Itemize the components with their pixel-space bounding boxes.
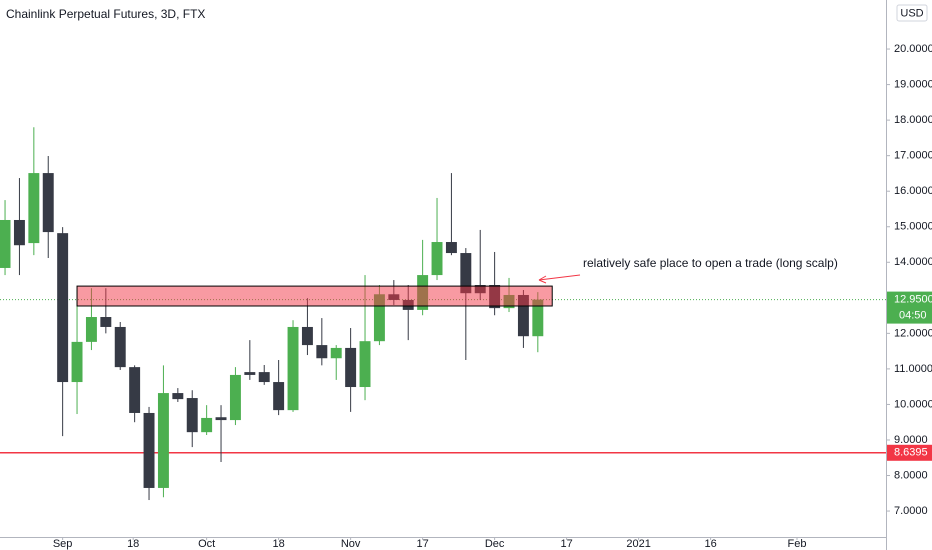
candle-body (0, 219, 11, 268)
candle-body (373, 294, 385, 342)
y-tick-label: 11.0000 (894, 363, 932, 375)
candle-body (532, 299, 544, 337)
candle-body (143, 412, 155, 488)
y-tick-label: 18.0000 (894, 114, 932, 126)
candle-body (460, 253, 472, 294)
y-tick-label: 8.0000 (894, 469, 928, 481)
candle-body (287, 326, 299, 411)
candle-body (28, 173, 40, 244)
support-label-box (887, 444, 932, 461)
x-tick-label: 17 (560, 538, 572, 550)
candle-body (157, 393, 169, 488)
y-tick-label: 16.0000 (894, 185, 932, 197)
y-tick-label: 20.0000 (894, 43, 932, 55)
y-tick-label: 15.0000 (894, 221, 932, 233)
y-tick-label: 10.0000 (894, 398, 932, 410)
last-price-label: 12.9500 (894, 294, 932, 306)
annotation-text: relatively safe place to open a trade (l… (583, 256, 838, 270)
candle-body (42, 173, 54, 233)
chart-title: Chainlink Perpetual Futures, 3D, FTX (6, 7, 205, 21)
annotation-arrow (538, 274, 581, 281)
candle-body (71, 341, 83, 383)
x-tick-label: 18 (273, 538, 285, 550)
candle-body (201, 417, 213, 433)
candle-body (273, 382, 285, 411)
candle-body (258, 372, 270, 383)
candle-body (345, 347, 357, 388)
currency-label: USD (900, 7, 923, 19)
y-tick-label: 12.0000 (894, 327, 932, 339)
last-price-box (887, 291, 932, 324)
candle-body (85, 317, 97, 342)
y-tick-label: 9.0000 (894, 434, 928, 446)
x-tick-label: 16 (704, 538, 716, 550)
candle-body (129, 367, 141, 413)
x-tick-label: Oct (198, 538, 215, 550)
x-tick-label: Dec (485, 538, 505, 550)
candle-body (301, 326, 313, 346)
candle-body (431, 242, 443, 276)
y-tick-label: 17.0000 (894, 150, 932, 162)
currency-box (896, 4, 928, 22)
candle-body (229, 374, 241, 421)
y-tick-label: 19.0000 (894, 78, 932, 90)
candle-body (517, 294, 529, 337)
candle-body (215, 417, 227, 421)
y-tick-label: 14.0000 (894, 256, 932, 268)
y-tick-label: 7.0000 (894, 505, 928, 517)
x-tick-label: Feb (788, 538, 807, 550)
candle-body (186, 398, 198, 433)
candle-body (172, 393, 184, 400)
x-tick-label: 18 (127, 538, 139, 550)
candle-body (57, 233, 69, 383)
annotation-arrowhead (538, 275, 547, 284)
zone (76, 285, 553, 307)
x-tick-label: 2021 (626, 538, 650, 550)
x-tick-label: 17 (416, 538, 428, 550)
candle-body (13, 219, 25, 246)
x-tick-label: Sep (53, 538, 73, 550)
candle-body (114, 326, 126, 368)
countdown-label: 04:50 (899, 310, 927, 322)
candle-body (359, 341, 371, 388)
candle-body (445, 242, 457, 254)
candle-body (100, 317, 112, 327)
x-tick-label: Nov (341, 538, 361, 550)
candle-body (330, 347, 342, 359)
support-label: 8.6395 (894, 447, 928, 459)
candle-body (316, 345, 328, 359)
candle-body (244, 372, 256, 375)
